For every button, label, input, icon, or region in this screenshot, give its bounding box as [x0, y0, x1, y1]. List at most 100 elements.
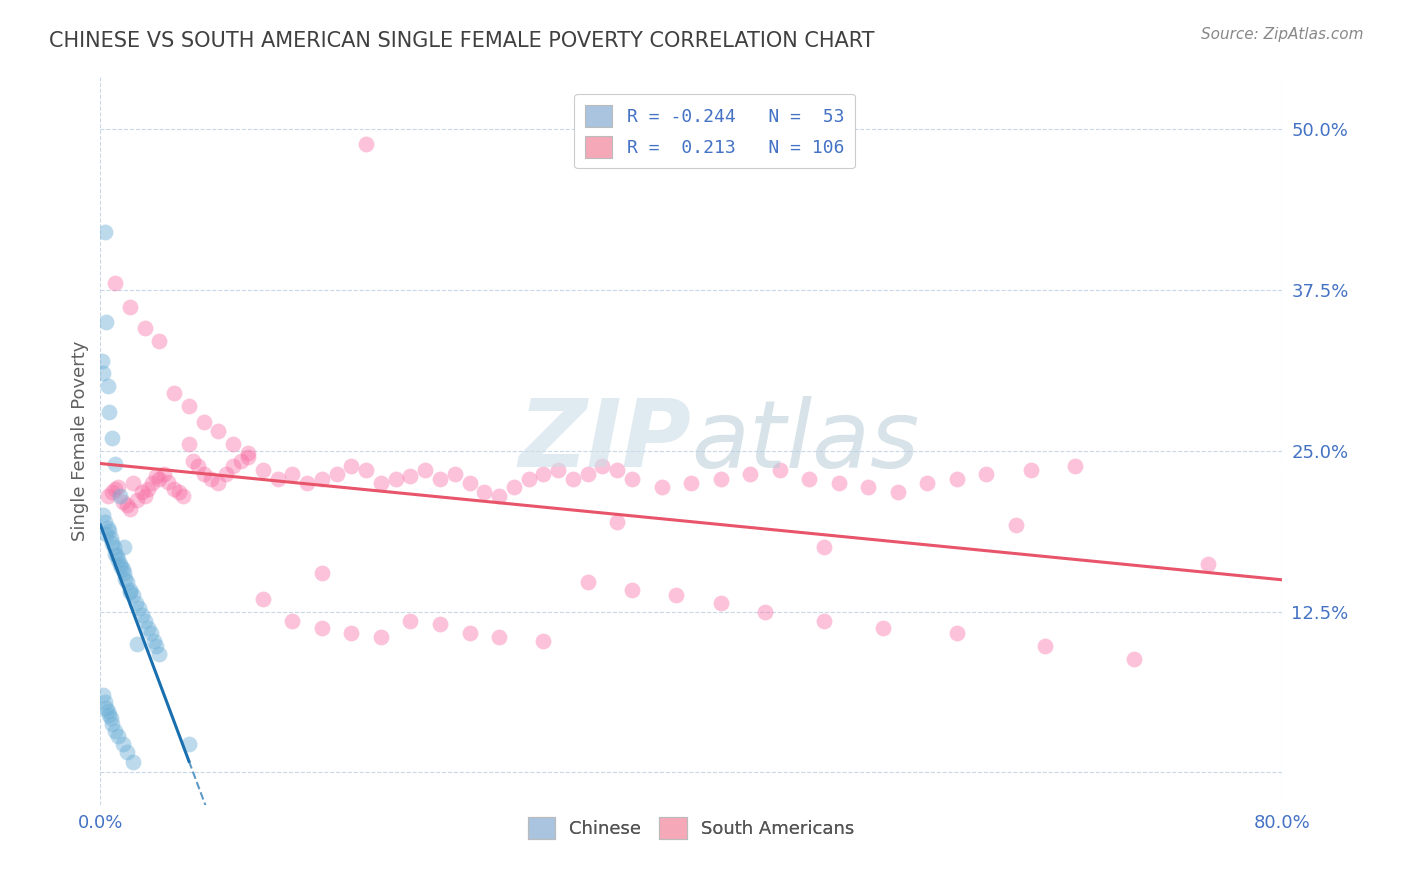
Point — [145, 469, 167, 483]
Point — [145, 640, 167, 654]
Point — [163, 483, 186, 497]
Point — [96, 701, 118, 715]
Point — [142, 634, 165, 648]
Point — [101, 716, 124, 731]
Point — [136, 621, 159, 635]
Point — [311, 472, 333, 486]
Text: CHINESE VS SOUTH AMERICAN SINGLE FEMALE POVERTY CORRELATION CHART: CHINESE VS SOUTH AMERICAN SINGLE FEMALE … — [49, 31, 875, 51]
Point — [94, 695, 117, 709]
Point — [118, 582, 141, 597]
Point — [94, 225, 117, 239]
Text: atlas: atlas — [690, 395, 920, 486]
Point — [799, 472, 821, 486]
Point — [107, 553, 129, 567]
Point — [813, 614, 835, 628]
Point — [141, 475, 163, 490]
Point — [167, 484, 190, 499]
Point — [311, 621, 333, 635]
Point — [177, 437, 200, 451]
Point — [118, 300, 141, 314]
Point — [591, 459, 613, 474]
Point — [187, 459, 209, 474]
Point — [98, 405, 121, 419]
Point — [104, 457, 127, 471]
Point — [769, 463, 792, 477]
Point — [104, 483, 127, 497]
Point — [157, 475, 180, 489]
Point — [121, 588, 143, 602]
Point — [104, 724, 127, 739]
Legend: Chinese, South Americans: Chinese, South Americans — [520, 810, 862, 847]
Point — [103, 541, 125, 555]
Point — [121, 475, 143, 490]
Point — [561, 472, 583, 486]
Point — [131, 608, 153, 623]
Point — [96, 527, 118, 541]
Point — [128, 600, 150, 615]
Point — [872, 621, 894, 635]
Y-axis label: Single Female Poverty: Single Female Poverty — [72, 341, 89, 541]
Point — [399, 614, 422, 628]
Point — [340, 459, 363, 474]
Point — [222, 437, 245, 451]
Point — [200, 472, 222, 486]
Point — [311, 566, 333, 580]
Point — [1064, 459, 1087, 474]
Point — [665, 588, 688, 602]
Point — [429, 617, 451, 632]
Point — [118, 501, 141, 516]
Point — [650, 480, 672, 494]
Point — [252, 591, 274, 606]
Point — [134, 489, 156, 503]
Point — [399, 469, 422, 483]
Point — [125, 596, 148, 610]
Text: ZIP: ZIP — [519, 395, 690, 487]
Point — [325, 467, 347, 481]
Point — [91, 688, 114, 702]
Point — [148, 334, 170, 349]
Point — [1197, 557, 1219, 571]
Point — [488, 631, 510, 645]
Point — [679, 475, 702, 490]
Point — [252, 463, 274, 477]
Point — [134, 321, 156, 335]
Point — [97, 521, 120, 535]
Point — [354, 137, 377, 152]
Point — [502, 480, 524, 494]
Point — [429, 472, 451, 486]
Point — [813, 541, 835, 555]
Point — [131, 484, 153, 499]
Point — [531, 634, 554, 648]
Point — [576, 574, 599, 589]
Point — [105, 549, 128, 564]
Point — [104, 547, 127, 561]
Point — [858, 480, 880, 494]
Point — [370, 631, 392, 645]
Point — [111, 562, 134, 576]
Point — [148, 647, 170, 661]
Point — [709, 596, 731, 610]
Point — [127, 492, 149, 507]
Point — [917, 475, 939, 490]
Point — [112, 566, 135, 580]
Point — [946, 472, 969, 486]
Point — [108, 557, 131, 571]
Point — [236, 450, 259, 464]
Point — [111, 495, 134, 509]
Point — [100, 531, 122, 545]
Point — [1005, 518, 1028, 533]
Point — [754, 605, 776, 619]
Point — [229, 454, 252, 468]
Point — [111, 737, 134, 751]
Point — [97, 489, 120, 503]
Point — [266, 472, 288, 486]
Point — [112, 541, 135, 555]
Point — [110, 559, 132, 574]
Point — [1123, 652, 1146, 666]
Point — [183, 454, 205, 468]
Point — [458, 475, 481, 490]
Point — [134, 614, 156, 628]
Point — [177, 737, 200, 751]
Point — [384, 472, 406, 486]
Point — [606, 463, 628, 477]
